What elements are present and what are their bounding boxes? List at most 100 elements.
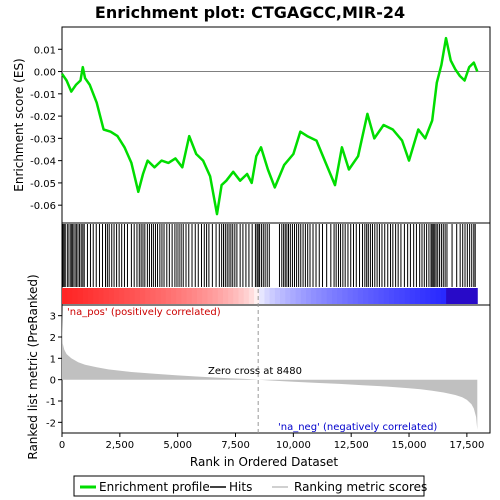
rank-color-segment [430, 288, 437, 304]
rank-color-segment [113, 288, 120, 304]
rank-color-segment [290, 288, 297, 304]
rank-color-segment [404, 288, 411, 304]
rank-color-segment [394, 288, 400, 304]
rank-color-segment [259, 288, 265, 304]
x-tick-label: 17,500 [449, 440, 484, 451]
rank-color-segment [264, 288, 271, 304]
rank-color-segment [305, 288, 312, 304]
rank-color-segment [82, 288, 89, 304]
es-y-tick-label: -0.06 [30, 201, 56, 212]
rank-color-segment [368, 288, 374, 304]
rank-color-segment [103, 288, 110, 304]
rank-color-bar [62, 288, 478, 304]
rank-color-segment [243, 288, 250, 304]
es-y-tick-label: -0.02 [30, 112, 56, 123]
metric-y-tick-label: -1 [46, 397, 56, 408]
rank-color-segment [108, 288, 115, 304]
rank-color-segment [191, 288, 198, 304]
rank-color-segment [280, 288, 286, 304]
rank-color-segment [316, 288, 323, 304]
enrichment-profile-line [60, 36, 479, 216]
rank-color-segment [186, 288, 193, 304]
rank-color-segment [67, 288, 73, 304]
legend: Enrichment profile Hits Ranking metric s… [73, 475, 427, 497]
rank-color-segment [435, 288, 442, 304]
pos-correlated-label: 'na_pos' (positively correlated) [67, 307, 221, 318]
rank-color-segment [87, 288, 94, 304]
rank-color-segment [176, 288, 182, 304]
rank-color-segment [383, 288, 390, 304]
chart-title: Enrichment plot: CTGAGCC,MIR-24 [95, 3, 405, 22]
es-y-tick-label: -0.03 [30, 134, 56, 145]
rank-color-segment [254, 288, 260, 304]
es-y-tick-label: 0.01 [34, 45, 56, 56]
rank-color-segment [150, 288, 156, 304]
rank-color-segment [352, 288, 359, 304]
x-axis-label: Rank in Ordered Dataset [190, 455, 338, 469]
legend-label-metric: Ranking metric scores [294, 480, 427, 494]
x-axis: 0 2,500 5,000 7,500 10,000 12,500 15,000 17,500 [59, 433, 484, 451]
rank-color-segment [373, 288, 380, 304]
rank-color-segment [420, 288, 426, 304]
rank-color-segment [217, 288, 224, 304]
es-y-tick-label: 0.00 [34, 68, 56, 79]
rank-color-segment [228, 288, 234, 304]
rank-color-segment [196, 288, 203, 304]
rank-color-segment [326, 288, 333, 304]
rank-color-segment [461, 288, 468, 304]
rank-color-segment [207, 288, 214, 304]
legend-label-hits: Hits [229, 480, 252, 494]
rank-color-segment [165, 288, 172, 304]
x-tick-label: 15,000 [392, 440, 427, 451]
rank-color-segment [119, 288, 125, 304]
rank-color-segment [357, 288, 364, 304]
rank-color-segment [62, 288, 68, 304]
x-tick-label: 5,000 [163, 440, 192, 451]
rank-color-segment [321, 288, 328, 304]
rank-color-segment [342, 288, 349, 304]
es-panel-frame [61, 26, 491, 224]
legend-label-enrichment: Enrichment profile [99, 480, 210, 494]
rank-color-segment [440, 288, 447, 304]
rank-color-segment [378, 288, 385, 304]
rank-color-segment [425, 288, 432, 304]
metric-y-tick-label: 3 [50, 312, 56, 323]
rank-color-segment [472, 288, 478, 304]
x-tick-label: 10,000 [276, 440, 311, 451]
rank-color-segment [285, 288, 291, 304]
rank-color-segment [77, 288, 84, 304]
rank-color-segment [456, 288, 463, 304]
rank-color-segment [363, 288, 369, 304]
rank-color-segment [451, 288, 458, 304]
rank-color-segment [238, 288, 245, 304]
rank-color-segment [409, 288, 416, 304]
rank-color-segment [466, 288, 473, 304]
x-tick-label: 12,500 [334, 440, 369, 451]
rank-color-segment [399, 288, 406, 304]
rank-color-segment [337, 288, 343, 304]
x-tick-label: 7,500 [221, 440, 250, 451]
es-y-tick-label: -0.01 [30, 90, 56, 101]
rank-color-segment [129, 288, 136, 304]
rank-color-segment [155, 288, 162, 304]
enrichment-profile-layer [60, 36, 479, 216]
rank-color-segment [274, 288, 281, 304]
rank-color-segment [72, 288, 79, 304]
rank-color-segment [446, 288, 452, 304]
rank-color-segment [181, 288, 188, 304]
es-y-tick-label: -0.04 [30, 157, 56, 168]
x-tick-label: 2,500 [106, 440, 135, 451]
rank-color-segment [347, 288, 354, 304]
rank-color-segment [389, 288, 395, 304]
rank-color-segment [134, 288, 141, 304]
neg-correlated-label: 'na_neg' (negatively correlated) [278, 422, 437, 433]
rank-color-segment [212, 288, 219, 304]
metric-y-tick-label: 2 [50, 333, 56, 344]
rank-color-segment [202, 288, 208, 304]
rank-color-segment [300, 288, 307, 304]
rank-color-segment [171, 288, 177, 304]
metric-y-axis: 3 2 1 0 -1 -2 [46, 312, 62, 429]
rank-color-segment [269, 288, 276, 304]
rank-color-segment [222, 288, 229, 304]
rank-color-segment [414, 288, 421, 304]
